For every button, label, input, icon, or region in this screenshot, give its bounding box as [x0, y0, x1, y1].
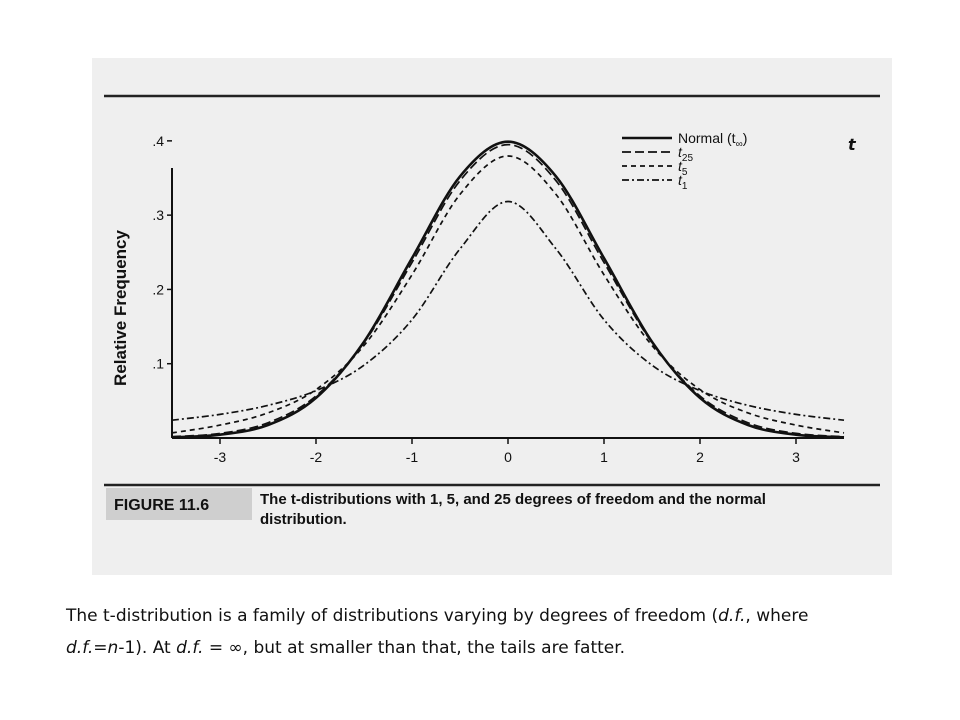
caption-df-term: d.f.: [176, 638, 204, 658]
caption-text: The t-distribution is a family of distri…: [66, 606, 719, 626]
x-tick-label: 3: [792, 449, 800, 465]
textbook-figure-scan: -3 -2 -1 0 1 2 3 .1 .2 .3 .4 t Relative Frequency…: [92, 58, 892, 575]
x-tick-label: -2: [310, 449, 323, 465]
y-axis-label: Relative Frequency: [111, 230, 130, 386]
legend-label: t25: [678, 144, 693, 164]
figure-caption-line-1: The t-distributions with 1, 5, and 25 de…: [260, 491, 766, 508]
y-tick-label: .2: [152, 281, 164, 297]
figure-label-box: [106, 488, 252, 520]
series-line-t5: [171, 155, 845, 434]
caption-n-term: n: [107, 638, 119, 658]
y-tick-label: .4: [152, 133, 164, 149]
slide-caption-line-2: d.f.=n-1). At d.f. = ∞, but at smaller t…: [66, 632, 926, 664]
series-line-normalt: [171, 140, 845, 439]
caption-text: -1). At: [118, 638, 177, 658]
x-tick-label: 2: [696, 449, 704, 465]
series-line-t1: [171, 200, 845, 422]
slide-caption-line-1: The t-distribution is a family of distri…: [66, 600, 926, 632]
x-tick-label: -1: [406, 449, 419, 465]
caption-text: = ∞, but at smaller than that, the tails…: [203, 638, 626, 658]
t-distribution-chart: -3 -2 -1 0 1 2 3 .1 .2 .3 .4 t Relative Frequency…: [104, 94, 880, 528]
y-tick-label: .1: [152, 356, 164, 372]
slide-caption: The t-distribution is a family of distri…: [66, 600, 926, 664]
figure-caption-line-2: distribution.: [260, 511, 347, 528]
legend-label: Normal (t∞): [678, 130, 747, 150]
caption-df-term: d.f.: [718, 606, 746, 626]
x-tick-label: 0: [504, 449, 512, 465]
x-tick-label: 1: [600, 449, 608, 465]
series-line-t25: [171, 143, 845, 438]
caption-df-term: d.f.: [66, 638, 94, 658]
x-tick-label: -3: [214, 449, 227, 465]
legend-label: t1: [678, 172, 688, 192]
legend-label: t5: [678, 158, 688, 178]
figure-label: FIGURE 11.6: [114, 497, 209, 514]
y-tick-label: .3: [152, 207, 164, 223]
x-axis-label: t: [848, 135, 857, 154]
caption-text: =: [93, 638, 108, 658]
caption-text: , where: [745, 606, 809, 626]
